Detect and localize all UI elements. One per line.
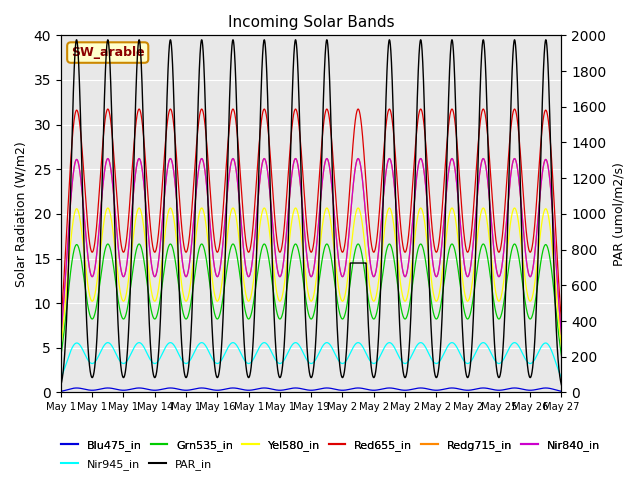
- Legend: Blu475_in, Grn535_in, Yel580_in, Red655_in, Redg715_in, Nir840_in: Blu475_in, Grn535_in, Yel580_in, Red655_…: [57, 435, 604, 455]
- Title: Incoming Solar Bands: Incoming Solar Bands: [228, 15, 394, 30]
- Y-axis label: Solar Radiation (W/m2): Solar Radiation (W/m2): [15, 141, 28, 287]
- Y-axis label: PAR (umol/m2/s): PAR (umol/m2/s): [612, 162, 625, 266]
- Text: SW_arable: SW_arable: [71, 46, 145, 59]
- Legend: Nir945_in, PAR_in: Nir945_in, PAR_in: [57, 455, 216, 474]
